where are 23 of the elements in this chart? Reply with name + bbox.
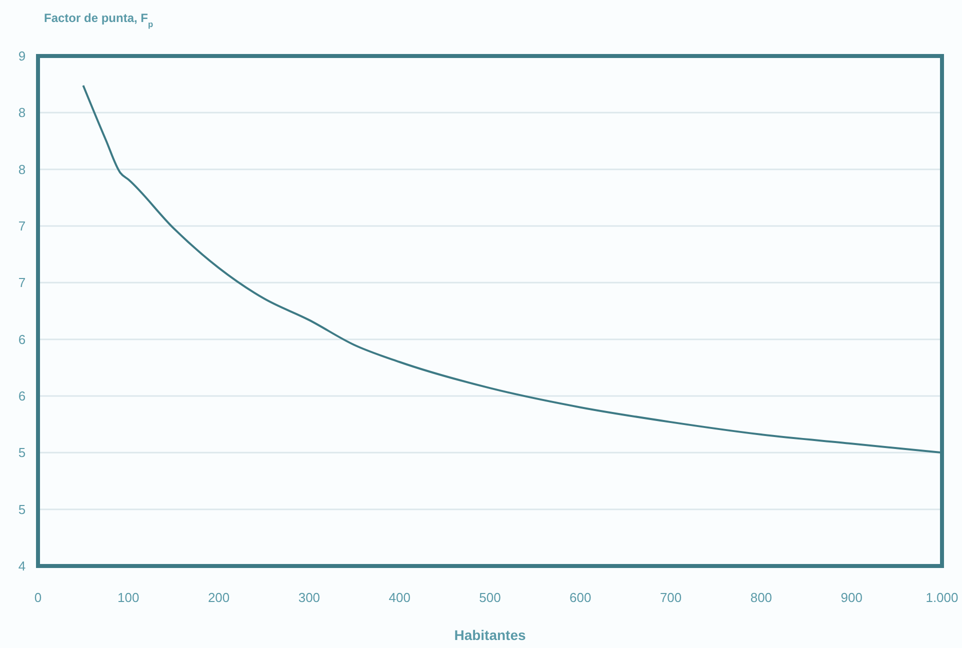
y-tick-label: 5 [18,445,26,460]
x-tick-label: 700 [660,590,682,605]
x-tick-label: 900 [840,590,862,605]
x-tick-label: 0 [34,590,42,605]
x-tick-label: 600 [570,590,592,605]
y-tick-label: 4 [18,558,26,574]
x-tick-label: 300 [298,590,320,605]
x-axis-title: Habitantes [454,627,526,643]
x-tick-label: 200 [208,590,230,605]
x-tick-label: 100 [118,590,140,605]
x-tick-label: 800 [750,590,772,605]
x-tick-label: 500 [479,590,501,605]
y-tick-label: 7 [18,275,26,290]
y-tick-label: 7 [18,218,26,234]
y-tick-label: 6 [18,388,26,404]
y-axis-title: Factor de punta, F$_{p}$ [44,11,154,29]
y-tick-label: 8 [18,105,26,120]
x-tick-label: 400 [388,590,410,605]
x-tick-label: 1.000 [926,590,958,605]
y-tick-label: 9 [18,48,26,64]
y-tick-label: 8 [18,162,26,177]
y-tick-label: 5 [18,502,26,517]
y-tick-label: 6 [18,332,26,347]
